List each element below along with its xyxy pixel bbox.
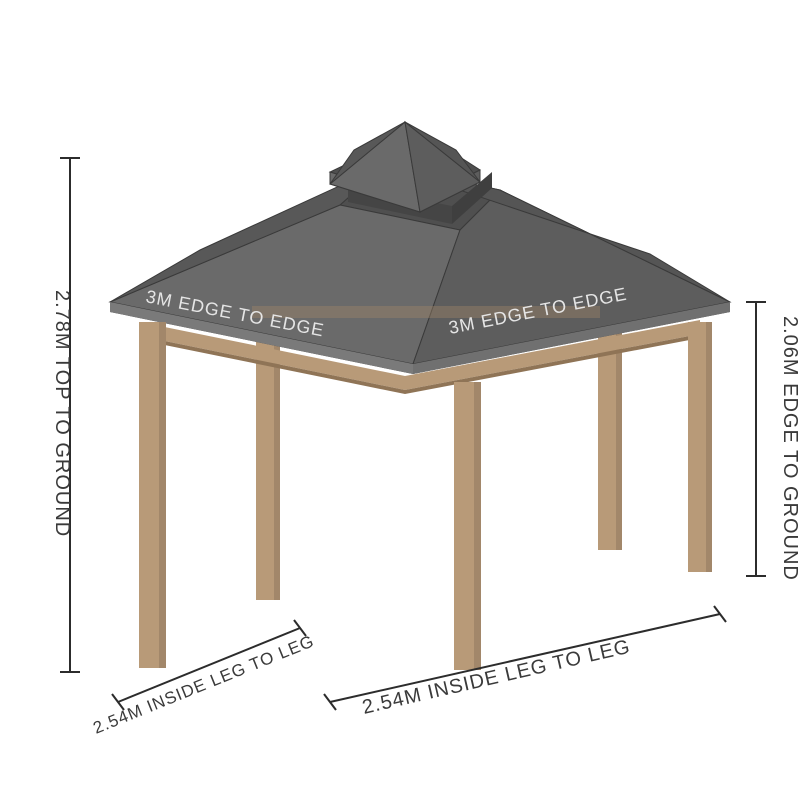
post-right-far — [688, 322, 712, 572]
dim-base-left: 2.54M INSIDE LEG TO LEG — [90, 631, 317, 737]
dim-right-height: 2.06M EDGE TO GROUND — [779, 316, 800, 581]
post-front-left — [139, 322, 166, 668]
post-front-right — [454, 382, 481, 670]
gazebo-dimension-diagram: 3M EDGE TO EDGE 3M EDGE TO EDGE 2.78M TO… — [0, 0, 800, 800]
dim-left-height: 2.78M TOP TO GROUND — [51, 290, 73, 537]
dim-base-right: 2.54M INSIDE LEG TO LEG — [360, 636, 633, 719]
